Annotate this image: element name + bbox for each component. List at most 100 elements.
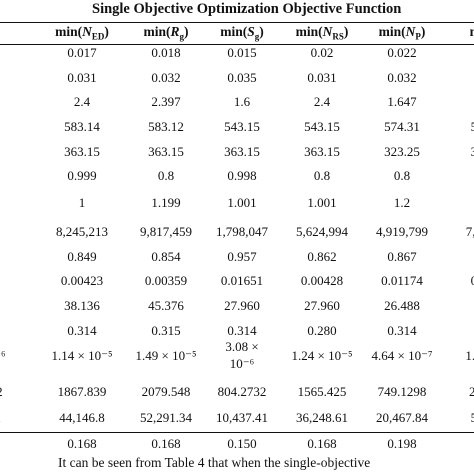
table-cell: 0.198 bbox=[387, 436, 417, 451]
table-cell: .05 bbox=[0, 70, 30, 85]
table-cell: .15 bbox=[0, 323, 30, 338]
table-cell: 1.6 bbox=[233, 94, 251, 109]
table-cell: 0.018 bbox=[151, 45, 181, 60]
header-variable: N bbox=[322, 24, 333, 39]
table-cell: 0.854 bbox=[151, 249, 181, 264]
body-paragraph: It can be seen from Table 4 that when th… bbox=[58, 455, 371, 470]
table-cell: 1.6 bbox=[440, 94, 474, 109]
table-cell: 5,624,994 bbox=[296, 224, 348, 239]
table-cell: 583.12 bbox=[148, 119, 184, 134]
table-cell: 0.015 bbox=[227, 45, 257, 60]
table-cell: 0.0 bbox=[440, 70, 474, 85]
header-subscript: ED bbox=[91, 31, 105, 42]
header-prefix: max bbox=[470, 24, 474, 39]
table-cell: 1.49 × 10⁻⁵ bbox=[135, 348, 197, 363]
table-cell: .57 bbox=[0, 249, 30, 264]
table-cell: 0.999 bbox=[67, 168, 97, 183]
table-cell: 0.0 bbox=[440, 45, 474, 60]
table-cell: 7,083, bbox=[465, 224, 474, 239]
table-cell: .6 bbox=[0, 94, 30, 109]
table-cell: 44,146.8 bbox=[59, 410, 105, 425]
table-cell: 2.4 bbox=[313, 94, 331, 109]
table-cell: 0.280 bbox=[307, 323, 337, 338]
table-cell: 0.1 bbox=[440, 436, 474, 451]
table-cell: 52,291.34 bbox=[140, 410, 192, 425]
table-cell: 1.24 × 10⁻⁵ bbox=[291, 348, 353, 363]
table-cell: 52,2 bbox=[470, 410, 474, 425]
table-cell: 0.00 bbox=[470, 273, 474, 288]
header-suffix: ) bbox=[104, 24, 109, 39]
header-prefix: min( bbox=[220, 24, 248, 39]
table-cell: 2079.548 bbox=[141, 384, 191, 399]
table-cell: .7.41 bbox=[0, 410, 30, 425]
table-cell: 1.001 bbox=[227, 195, 257, 210]
table-cell: 363. bbox=[470, 144, 474, 159]
table-cell: 323.25 bbox=[384, 144, 420, 159]
table-cell: 0.957 bbox=[227, 249, 257, 264]
table-cell: 9,817,459 bbox=[140, 224, 192, 239]
header-suffix: ) bbox=[259, 24, 264, 39]
table-cell: 363.15 bbox=[148, 144, 184, 159]
table-cell: 0.168 bbox=[151, 436, 181, 451]
column-header-6: max bbox=[440, 24, 474, 45]
table-cell: 583. bbox=[470, 119, 474, 134]
table-cell: 45. bbox=[440, 298, 474, 313]
table-cell: .74 bbox=[0, 298, 30, 313]
table-cell: 27.960 bbox=[224, 298, 260, 313]
table-cell: 543.15 bbox=[224, 119, 260, 134]
header-variable: S bbox=[247, 24, 255, 39]
table-cell: .8 bbox=[0, 168, 30, 183]
table-cell: 0.3 bbox=[440, 323, 474, 338]
table-cell: 0.00423 bbox=[60, 273, 104, 288]
table-cell: 0.8 bbox=[393, 168, 411, 183]
table-cell: 0.8 bbox=[313, 168, 331, 183]
table-cell: 27.960 bbox=[304, 298, 340, 313]
table-cell: 0.032 bbox=[151, 70, 181, 85]
table-cell: 0.998 bbox=[227, 168, 257, 183]
table-cell: 4.64 × 10⁻⁷ bbox=[371, 348, 433, 363]
table-cell: 0.314 bbox=[67, 323, 97, 338]
table-cell: .15 bbox=[0, 144, 30, 159]
table-cell: × 10⁻⁶ bbox=[0, 348, 6, 363]
table-cell: 1.647 bbox=[387, 94, 417, 109]
table-cell: 0.01651 bbox=[220, 273, 264, 288]
table-cell: 2079 bbox=[469, 384, 474, 399]
table-cell: 363.15 bbox=[224, 144, 260, 159]
table-cell: 45.376 bbox=[148, 298, 184, 313]
table-cell: .50 bbox=[0, 436, 30, 451]
table-cell: 0.862 bbox=[307, 249, 337, 264]
header-variable: R bbox=[170, 24, 180, 39]
table-cell: 0.00359 bbox=[144, 273, 188, 288]
table-cell: 0.00428 bbox=[300, 273, 344, 288]
header-subscript: RS bbox=[332, 31, 344, 42]
header-subscript: g bbox=[254, 31, 260, 42]
table-cell: 543.15 bbox=[304, 119, 340, 134]
table-cell: .15 bbox=[0, 45, 30, 60]
header-suffix: ) bbox=[420, 24, 426, 39]
table-cell: 0.01174 bbox=[381, 273, 423, 288]
table-cell: 4,919,799 bbox=[376, 224, 428, 239]
table-cell: 36,248.61 bbox=[296, 410, 348, 425]
table-cell: 363.15 bbox=[64, 144, 100, 159]
column-header-5: min(NP) bbox=[360, 24, 444, 45]
table-cell: 1.14 × 10⁻⁵ bbox=[51, 348, 113, 363]
table-cell: 0.031 bbox=[307, 70, 337, 85]
table-cell: 0.022 bbox=[387, 45, 417, 60]
header-prefix: min( bbox=[378, 24, 406, 39]
table-cell: 0.032 bbox=[387, 70, 417, 85]
table-cell: 2.4 bbox=[73, 94, 91, 109]
table-header-rule bbox=[0, 44, 474, 45]
header-suffix: ) bbox=[184, 24, 189, 39]
column-header-0: φg) bbox=[0, 24, 30, 45]
column-header-2: min(Rg) bbox=[124, 24, 208, 45]
column-header-3: min(Sg) bbox=[200, 24, 284, 45]
table-cell: 0.017 bbox=[67, 45, 97, 60]
table-cell: 1867.839 bbox=[57, 384, 107, 399]
header-variable: N bbox=[82, 24, 92, 39]
header-variable: N bbox=[405, 24, 416, 39]
table-cell: 0.02 bbox=[310, 45, 334, 60]
table-cell: 804.2732 bbox=[217, 384, 267, 399]
table-cell: 20,467.84 bbox=[376, 410, 428, 425]
